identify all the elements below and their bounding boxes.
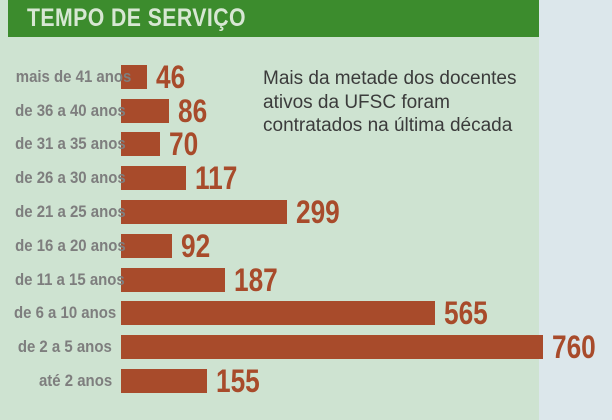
chart-row: de 21 a 25 anos 299 <box>0 195 612 229</box>
category-cell: de 21 a 25 anos <box>0 202 126 222</box>
value-label: 86 <box>177 92 207 129</box>
bar <box>121 335 543 360</box>
value-label: 92 <box>181 227 211 264</box>
bar <box>121 166 186 191</box>
category-label: de 31 a 35 anos <box>15 134 126 154</box>
category-cell: de 36 a 40 anos <box>0 101 126 121</box>
chart-row: de 6 a 10 anos 565 <box>0 297 612 331</box>
chart-row: de 16 a 20 anos 92 <box>0 229 612 263</box>
category-label: de 6 a 10 anos <box>13 303 117 323</box>
chart-row: de 11 a 15 anos 187 <box>0 263 612 297</box>
category-cell: de 16 a 20 anos <box>0 236 126 256</box>
category-label: de 26 a 30 anos <box>15 168 126 188</box>
bar <box>121 132 160 157</box>
bar <box>121 200 288 225</box>
chart-header: TEMPO DE SERVIÇO <box>8 0 539 37</box>
bar <box>121 301 435 326</box>
category-label: de 36 a 40 anos <box>15 100 126 120</box>
chart-row: de 26 a 30 anos 117 <box>0 161 612 195</box>
bar-chart: mais de 41 anos 46 de 36 a 40 anos 86 de… <box>0 60 612 398</box>
value-label: 565 <box>443 295 488 332</box>
category-label: até 2 anos <box>38 371 112 391</box>
annotation-line: ativos da UFSC foram <box>263 91 450 113</box>
value-label: 117 <box>194 160 238 197</box>
value-label: 760 <box>552 329 596 366</box>
bar <box>121 369 208 394</box>
bar <box>121 267 225 292</box>
chart-row: até 2 anos 155 <box>0 364 612 398</box>
value-label: 46 <box>155 58 185 95</box>
chart-row: de 2 a 5 anos 760 <box>0 330 612 364</box>
category-cell: de 2 a 5 anos <box>0 337 112 357</box>
category-cell: até 2 anos <box>0 371 112 391</box>
category-label: de 2 a 5 anos <box>18 337 112 357</box>
value-label: 70 <box>168 126 199 163</box>
chart-row: de 36 a 40 anos 86 <box>0 94 612 128</box>
chart-title: TEMPO DE SERVIÇO <box>27 4 246 32</box>
chart-row: mais de 41 anos 46 <box>0 60 612 94</box>
category-label: de 11 a 15 anos <box>14 269 125 289</box>
category-label: de 21 a 25 anos <box>15 202 126 222</box>
category-label: de 16 a 20 anos <box>15 235 126 255</box>
chart-row: de 31 a 35 anos 70 <box>0 128 612 162</box>
category-cell: de 31 a 35 anos <box>0 134 126 154</box>
value-label: 187 <box>233 261 278 298</box>
category-cell: de 11 a 15 anos <box>0 270 125 290</box>
bar <box>121 98 169 123</box>
bar <box>121 64 147 89</box>
bar <box>121 233 173 258</box>
category-label: mais de 41 anos <box>15 66 132 86</box>
value-label: 155 <box>216 363 260 400</box>
category-cell: de 26 a 30 anos <box>0 168 126 188</box>
annotation-line: contratados na última década <box>263 115 513 136</box>
category-cell: de 6 a 10 anos <box>0 303 116 323</box>
annotation-text: Mais da metade dos docentes ativos da UF… <box>263 67 538 138</box>
category-cell: mais de 41 anos <box>0 67 132 87</box>
value-label: 299 <box>296 194 340 231</box>
annotation-line: Mais da metade dos docentes <box>263 68 517 89</box>
